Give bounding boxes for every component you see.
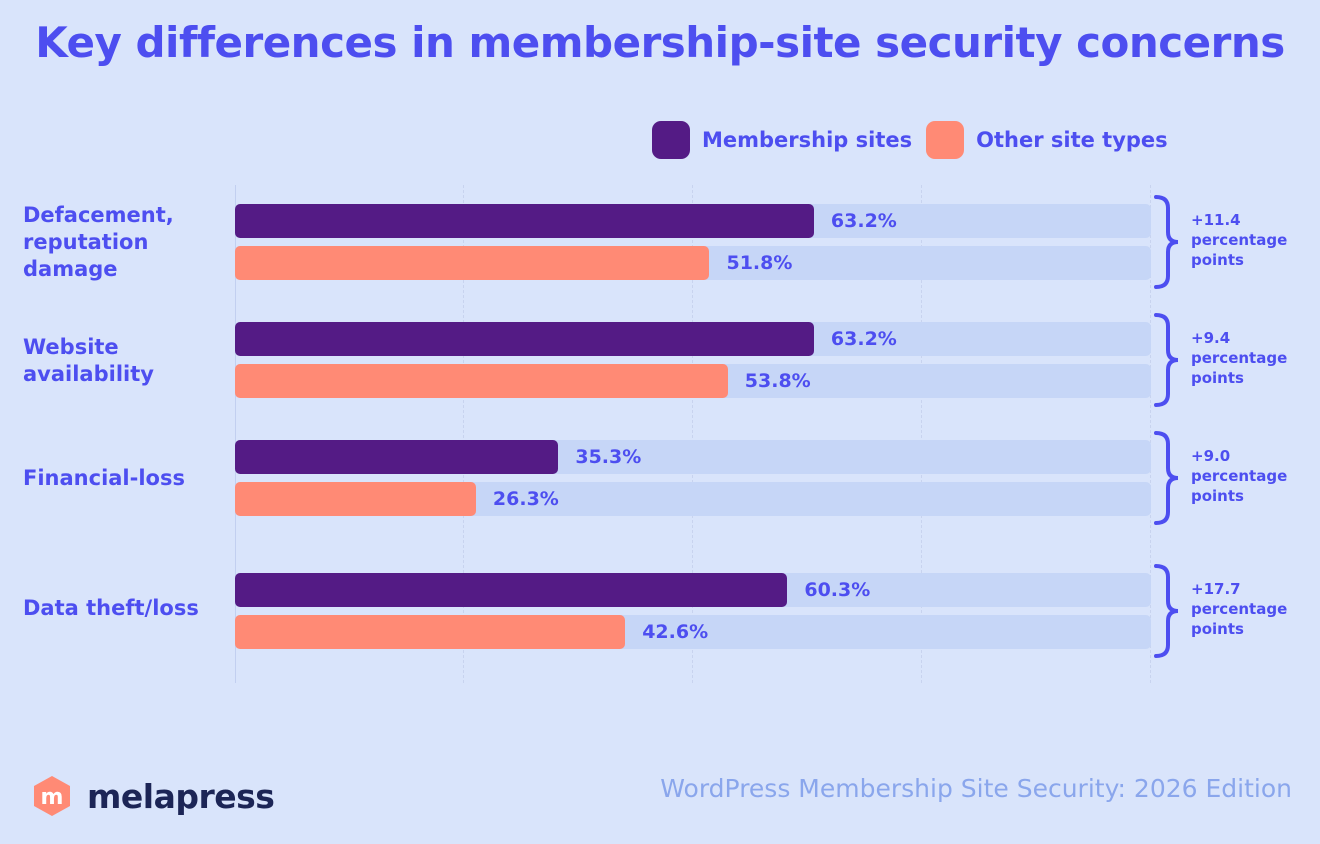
legend-label-membership: Membership sites: [702, 128, 913, 152]
data-label: 26.3%: [492, 488, 559, 510]
difference-label: +11.4 percentage points: [1191, 211, 1288, 269]
brace-icon: [1154, 195, 1179, 289]
category-label: Defacement, reputation damage: [23, 203, 174, 281]
legend-item-membership: Membership sites: [652, 121, 912, 159]
difference-label: +9.0 percentage points: [1191, 447, 1288, 505]
brand-name: melapress: [87, 776, 275, 816]
gridline: [921, 185, 922, 683]
gridline: [692, 185, 693, 683]
bar-other: [235, 615, 626, 649]
melapress-logo-icon: m: [34, 776, 70, 816]
bar-membership: [235, 440, 559, 474]
logo-mark-letter: m: [41, 785, 64, 810]
bar-other: [235, 246, 710, 280]
category-label: Website availability: [23, 335, 154, 386]
legend-item-other: Other site types: [926, 121, 1168, 159]
data-label: 63.2%: [830, 328, 897, 350]
bar-membership: [235, 573, 788, 607]
bar-other: [235, 482, 476, 516]
chart-title: Key differences in membership-site secur…: [35, 18, 1285, 67]
bar-other: [235, 364, 728, 398]
data-label: 35.3%: [575, 446, 642, 468]
difference-label: +17.7 percentage points: [1191, 580, 1288, 638]
difference-label: +9.4 percentage points: [1191, 329, 1288, 387]
category-label: Data theft/loss: [23, 596, 199, 620]
legend-label-other: Other site types: [976, 128, 1168, 152]
gridline: [463, 185, 464, 683]
data-label: 53.8%: [744, 370, 811, 392]
legend-swatch-other: [926, 121, 965, 159]
brace-icon: [1154, 431, 1179, 525]
data-label: 51.8%: [726, 252, 793, 274]
brace-icon: [1154, 564, 1179, 658]
y-axis-line: [235, 185, 236, 683]
legend-swatch-membership: [652, 121, 690, 159]
bar-membership: [235, 322, 814, 356]
category-label: Financial-loss: [23, 466, 185, 490]
data-label: 60.3%: [804, 579, 871, 601]
brace-icon: [1154, 313, 1179, 407]
brand-logo: m melapress: [31, 775, 275, 817]
gridline: [1150, 185, 1151, 683]
legend: Membership sites Other site types: [652, 121, 1182, 159]
data-label: 42.6%: [642, 621, 709, 643]
bar-membership: [235, 204, 814, 238]
data-label: 63.2%: [830, 210, 897, 232]
source-caption: WordPress Membership Site Security: 2026…: [660, 774, 1292, 803]
